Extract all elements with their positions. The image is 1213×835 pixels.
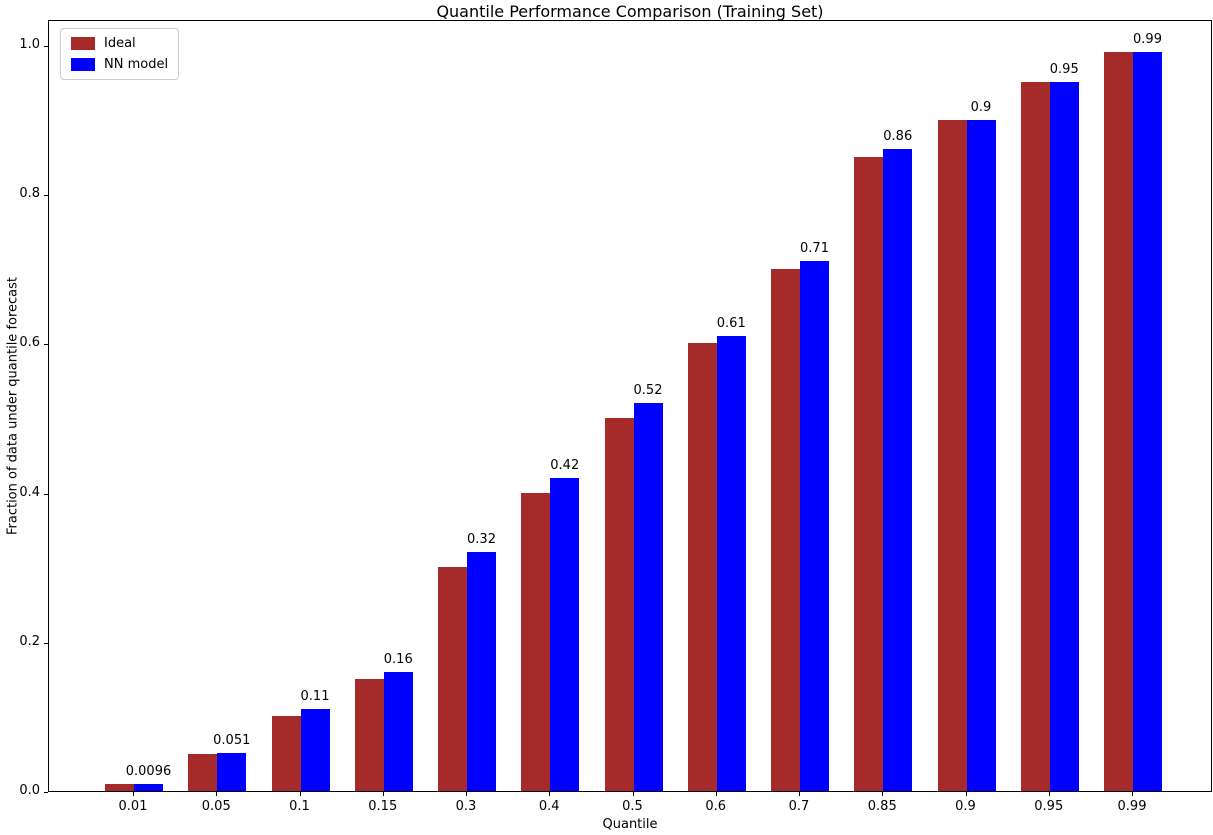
bar-value-label-q0.1: 0.11 xyxy=(300,688,330,704)
x-tick-label-q0.9: 0.9 xyxy=(955,799,976,814)
y-tick-label-0.8: 0.8 xyxy=(19,186,40,202)
x-tick-label-q0.6: 0.6 xyxy=(705,799,727,814)
bar-nn-model-q0.6 xyxy=(716,335,746,791)
x-tick-label-q0.99: 0.99 xyxy=(1117,799,1147,814)
bar-nn-model-q0.4 xyxy=(550,477,580,791)
legend-label-nn-model: NN model xyxy=(104,57,169,72)
x-tick-q0.7 xyxy=(799,792,800,796)
x-tick-label-q0.01: 0.01 xyxy=(118,799,148,814)
bar-nn-model-q0.15 xyxy=(383,671,413,791)
bar-value-label-q0.9: 0.9 xyxy=(970,99,992,115)
y-tick-label-0.6: 0.6 xyxy=(19,335,40,351)
bar-value-label-q0.85: 0.86 xyxy=(883,129,913,145)
legend-item-nn-model: NN model xyxy=(71,57,168,72)
bar-nn-model-q0.9 xyxy=(966,119,996,791)
bar-ideal-q0.99 xyxy=(1104,52,1133,791)
bar-nn-model-q0.85 xyxy=(883,149,913,791)
bar-value-label-q0.99: 0.99 xyxy=(1133,32,1162,48)
legend-label-ideal: Ideal xyxy=(104,36,136,51)
x-tick-q0.3 xyxy=(466,792,467,796)
bar-ideal-q0.6 xyxy=(687,343,717,791)
y-tick-label-0.4: 0.4 xyxy=(19,484,40,500)
bar-nn-model-q0.95 xyxy=(1049,82,1079,791)
x-tick-label-q0.7: 0.7 xyxy=(788,799,810,814)
x-tick-q0.99 xyxy=(1132,792,1133,796)
bar-ideal-q0.01 xyxy=(105,783,134,791)
y-tick-1.0 xyxy=(44,46,48,47)
y-tick-label-0.2: 0.2 xyxy=(19,633,40,649)
bar-ideal-q0.95 xyxy=(1020,82,1050,791)
y-tick-label-0.0: 0.0 xyxy=(19,783,40,798)
y-tick-0.6 xyxy=(44,344,48,346)
x-tick-label-q0.85: 0.85 xyxy=(867,799,897,814)
x-tick-label-q0.4: 0.4 xyxy=(538,799,560,814)
y-tick-label-1.0: 1.0 xyxy=(19,37,40,52)
x-tick-q0.5 xyxy=(632,792,634,796)
bar-nn-model-q0.05 xyxy=(217,752,247,791)
bar-value-label-q0.95: 0.95 xyxy=(1049,62,1079,78)
bar-nn-model-q0.01 xyxy=(134,783,163,791)
x-tick-label-q0.3: 0.3 xyxy=(455,799,477,814)
y-tick-0.2 xyxy=(44,642,48,644)
legend-item-ideal: Ideal xyxy=(71,36,168,51)
bar-value-label-q0.5: 0.52 xyxy=(633,383,663,399)
x-axis-label: Quantile xyxy=(602,817,658,832)
bar-ideal-q0.9 xyxy=(937,119,967,791)
bar-ideal-q0.85 xyxy=(854,156,884,791)
x-tick-q0.1 xyxy=(299,792,301,796)
y-tick-0.8 xyxy=(44,195,48,197)
legend-swatch-ideal xyxy=(71,37,95,50)
x-tick-q0.15 xyxy=(382,792,384,796)
bar-ideal-q0.5 xyxy=(604,418,634,791)
bar-value-label-q0.15: 0.16 xyxy=(383,651,413,667)
x-tick-label-q0.5: 0.5 xyxy=(622,799,643,814)
y-tick-0.4 xyxy=(44,493,48,495)
bar-ideal-q0.7 xyxy=(771,268,800,791)
bar-nn-model-q0.5 xyxy=(633,403,663,791)
bar-value-label-q0.01: 0.0096 xyxy=(125,763,172,779)
chart-title: Quantile Performance Comparison (Trainin… xyxy=(436,2,824,21)
x-tick-q0.95 xyxy=(1048,792,1050,796)
bar-value-label-q0.6: 0.61 xyxy=(716,315,746,331)
bar-ideal-q0.05 xyxy=(188,753,218,791)
bar-nn-model-q0.1 xyxy=(300,708,330,791)
y-tick-0.0 xyxy=(44,792,48,793)
bar-value-label-q0.3: 0.32 xyxy=(467,532,496,548)
bar-ideal-q0.4 xyxy=(521,492,551,791)
legend: Ideal NN model xyxy=(60,28,180,80)
x-tick-label-q0.05: 0.05 xyxy=(201,799,231,814)
x-tick-q0.01 xyxy=(133,792,134,796)
x-tick-q0.4 xyxy=(549,792,551,796)
bar-value-label-q0.05: 0.051 xyxy=(213,732,251,748)
bar-nn-model-q0.3 xyxy=(467,552,496,791)
bar-ideal-q0.1 xyxy=(271,716,301,791)
x-tick-label-q0.15: 0.15 xyxy=(368,799,398,814)
x-tick-q0.05 xyxy=(216,792,218,796)
plot-area: 0.0096 0.051 0.11 0.16 0.32 0.42 0.52 0.61 0.71 0… xyxy=(48,20,1212,792)
bar-value-label-q0.4: 0.42 xyxy=(550,457,580,473)
x-tick-label-q0.1: 0.1 xyxy=(289,799,310,814)
x-tick-label-q0.95: 0.95 xyxy=(1034,799,1064,814)
x-tick-q0.6 xyxy=(715,792,717,796)
x-tick-q0.85 xyxy=(882,792,884,796)
legend-swatch-nn-model xyxy=(71,58,95,71)
bar-nn-model-q0.7 xyxy=(800,261,829,791)
bar-nn-model-q0.99 xyxy=(1133,52,1162,791)
bar-ideal-q0.15 xyxy=(354,679,384,791)
x-tick-q0.9 xyxy=(965,792,967,796)
bar-value-label-q0.7: 0.71 xyxy=(800,241,829,257)
bar-ideal-q0.3 xyxy=(438,567,467,791)
